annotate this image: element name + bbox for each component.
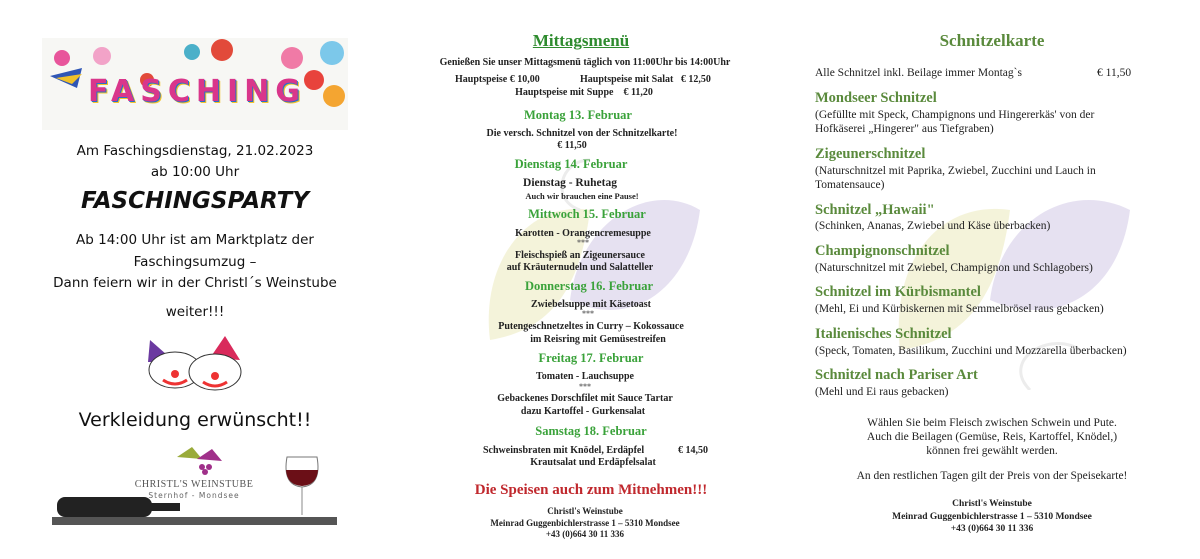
- menu-line: Krautsalat und Erdäpfelsalat: [530, 457, 656, 468]
- balloons-decoration: [50, 39, 345, 107]
- footer-address: Meinrad Guggenbichlerstrasse 1 – 5310 Mo…: [490, 518, 680, 528]
- menu-line: Dienstag - Ruhetag: [523, 177, 617, 189]
- day-heading: Dienstag 14. Februar: [514, 157, 628, 171]
- day-heading: Mittwoch 15. Februar: [528, 207, 646, 221]
- banner-text: FASCHING: [88, 74, 306, 109]
- footer-name: Christl's Weinstube: [952, 499, 1032, 509]
- party-headline: FASCHINGSPARTY: [80, 188, 310, 214]
- schnitzel-desc: (Speck, Tomaten, Basilikum, Zucchini und…: [815, 345, 1127, 357]
- menu-line: Auch wir brauchen eine Pause!: [525, 191, 639, 201]
- lunch-title: Mittagsmenü: [532, 31, 630, 50]
- schnitzel-intro-price: € 11,50: [1097, 67, 1132, 79]
- party-time: ab 10:00 Uhr: [150, 164, 240, 180]
- schnitzel-name: Schnitzel nach Pariser Art: [815, 367, 978, 383]
- price-main: Hauptspeise € 10,00: [455, 74, 540, 85]
- schnitzel-title: Schnitzelkarte: [939, 31, 1045, 50]
- footer-name: Christl's Weinstube: [547, 506, 623, 516]
- menu-line: Gebackenes Dorschfilet mit Sauce Tartar: [497, 393, 673, 404]
- menu-line: dazu Kartoffel - Gurkensalat: [520, 406, 646, 417]
- schnitzel-name: Zigeunerschnitzel: [815, 146, 926, 162]
- footer-phone: +43 (0)664 30 11 336: [950, 524, 1034, 534]
- menu-line: Die versch. Schnitzel von der Schnitzelk…: [486, 128, 678, 139]
- clown-masks-image: [148, 336, 242, 391]
- schnitzel-note: können frei gewählt werden.: [926, 445, 1058, 457]
- price-soup: Hauptspeise mit Suppe € 11,20: [515, 87, 653, 98]
- fasching-banner: FASCHING: [42, 38, 348, 130]
- menu-line: auf Kräuternudeln und Salatteller: [506, 262, 654, 273]
- day-heading: Samstag 18. Februar: [535, 424, 647, 438]
- schnitzel-desc: (Gefüllte mit Speck, Champignons und Hin…: [815, 109, 1095, 121]
- footer-address: Meinrad Guggenbichlerstrasse 1 – 5310 Mo…: [892, 512, 1092, 522]
- schnitzel-name: Italienisches Schnitzel: [815, 326, 952, 342]
- menu-price: € 14,50: [678, 445, 708, 456]
- party-body-line: weiter!!!: [165, 304, 225, 320]
- menu-line: Tomaten - Lauchsuppe: [536, 371, 634, 382]
- party-date: Am Faschingsdienstag, 21.02.2023: [76, 143, 314, 159]
- schnitzel-name: Schnitzel „Hawaii": [815, 202, 935, 218]
- schnitzel-intro: Alle Schnitzel inkl. Beilage immer Monta…: [815, 67, 1022, 79]
- takeaway-note: Die Speisen auch zum Mitnehmen!!!: [474, 482, 708, 498]
- menu-line: Karotten - Orangencremesuppe: [515, 228, 651, 239]
- schnitzel-name: Champignonschnitzel: [815, 243, 950, 259]
- menu-line: Zwiebelsuppe mit Käsetoast: [531, 299, 651, 310]
- leaf-watermark: [488, 158, 700, 340]
- menu-line: Fleischspieß an Zigeunersauce: [514, 250, 646, 261]
- menu-line: im Reisring mit Gemüsestreifen: [530, 334, 666, 345]
- day-heading: Donnerstag 16. Februar: [524, 279, 654, 293]
- logo-subtitle: Sternhof - Mondsee: [148, 491, 240, 500]
- schnitzel-note: Auch die Beilagen (Gemüse, Reis, Kartoff…: [866, 431, 1118, 443]
- schnitzel-desc: (Naturschnitzel mit Paprika, Zwiebel, Zu…: [815, 165, 1096, 177]
- costume-note: Verkleidung erwünscht!!: [78, 409, 312, 431]
- menu-line: Schweinsbraten mit Knödel, Erdäpfel: [483, 445, 645, 456]
- schnitzel-desc: Hofkäserei „Hingerer" aus Tiefgraben): [815, 123, 994, 135]
- rest-days-note: An den restlichen Tagen gilt der Preis v…: [856, 470, 1128, 482]
- lunch-intro: Genießen Sie unser Mittagsmenü täglich v…: [439, 57, 731, 68]
- footer-phone: +43 (0)664 30 11 336: [545, 529, 625, 539]
- weinstube-logo-image: CHRISTL'S WEINSTUBE Sternhof - Mondsee: [52, 445, 337, 527]
- schnitzel-desc: Tomatensauce): [815, 179, 885, 191]
- day-heading: Montag 13. Februar: [524, 108, 632, 122]
- menu-price: € 11,50: [557, 140, 587, 151]
- separator: ***: [582, 309, 594, 318]
- separator: ***: [577, 238, 589, 247]
- price-salad: Hauptspeise mit Salat € 12,50: [580, 74, 711, 85]
- leaf-watermark: [898, 200, 1130, 390]
- schnitzel-desc: (Schinken, Ananas, Zwiebel und Käse über…: [815, 220, 1051, 232]
- schnitzel-name: Schnitzel im Kürbismantel: [815, 284, 981, 300]
- schnitzel-desc: (Mehl und Ei raus gebacken): [815, 386, 949, 398]
- party-body-line: Ab 14:00 Uhr ist am Marktplatz der: [76, 232, 314, 248]
- schnitzel-desc: (Mehl, Ei und Kürbiskernen mit Semmelbrö…: [815, 303, 1104, 315]
- schnitzel-note: Wählen Sie beim Fleisch zwischen Schwein…: [867, 417, 1117, 429]
- day-heading: Freitag 17. Februar: [538, 351, 644, 365]
- party-body-line: Faschingsumzug –: [133, 254, 257, 270]
- separator: ***: [579, 382, 591, 391]
- menu-line: Putengeschnetzeltes in Curry – Kokossauc…: [498, 321, 684, 332]
- schnitzel-desc: (Naturschnitzel mit Zwiebel, Champignon …: [815, 262, 1093, 274]
- schnitzel-name: Mondseer Schnitzel: [815, 90, 937, 106]
- logo-name: CHRISTL'S WEINSTUBE: [134, 479, 254, 490]
- party-body-line: Dann feiern wir in der Christl´s Weinstu…: [53, 275, 337, 291]
